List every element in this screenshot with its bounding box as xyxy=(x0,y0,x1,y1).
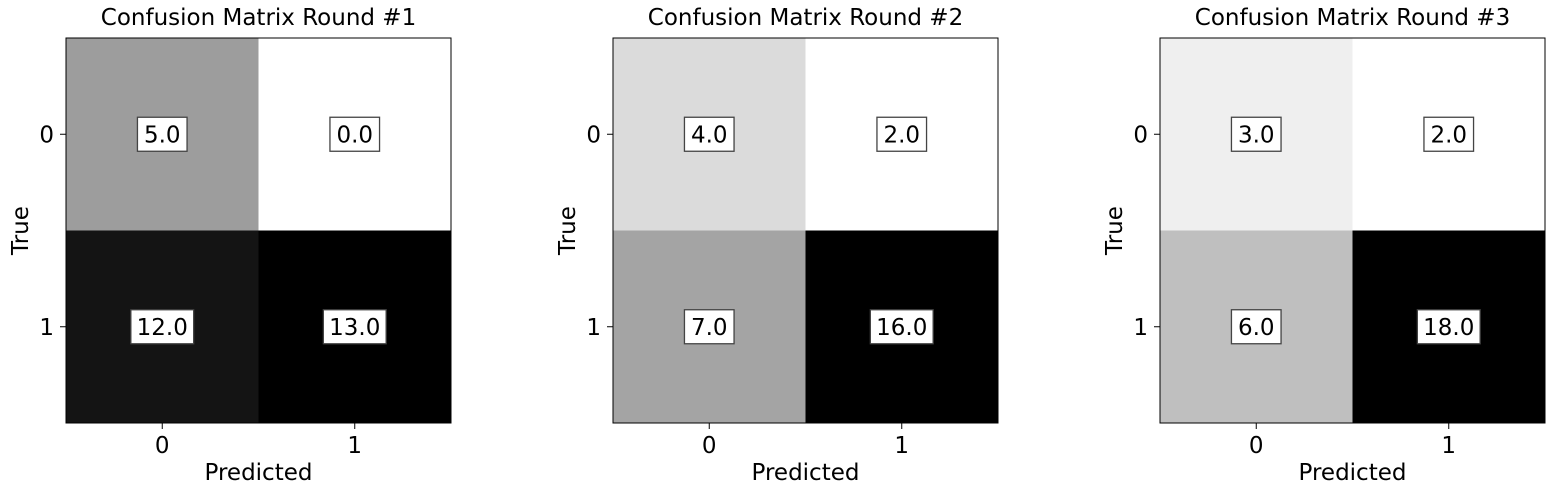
cell-value-box xyxy=(136,116,188,152)
y-tick-label: 1 xyxy=(586,315,601,341)
cell-value-label: 5.0 xyxy=(144,122,181,148)
x-tick-label: 1 xyxy=(894,433,909,459)
chart-title: Confusion Matrix Round #2 xyxy=(647,5,964,31)
y-tick-label: 1 xyxy=(39,315,54,341)
cell-value-box xyxy=(683,309,735,345)
y-tick-label: 0 xyxy=(39,122,54,148)
x-tick-label: 1 xyxy=(1441,433,1456,459)
plot-frame xyxy=(612,37,999,424)
cell-value-label: 2.0 xyxy=(883,122,920,148)
cell-value-box xyxy=(1230,309,1282,345)
cell-value-label: 18.0 xyxy=(1423,315,1474,341)
cell-value-box xyxy=(329,116,381,152)
y-axis-label: True xyxy=(8,206,34,256)
cell-value-box xyxy=(322,309,387,345)
y-axis-label: True xyxy=(1102,206,1128,256)
chart-title: Confusion Matrix Round #3 xyxy=(1194,5,1511,31)
cell-value-label: 6.0 xyxy=(1238,315,1275,341)
cell-value-label: 3.0 xyxy=(1238,122,1275,148)
y-axis-label: True xyxy=(555,206,581,256)
cell-value-label: 0.0 xyxy=(336,122,373,148)
cell-value-box xyxy=(1423,116,1475,152)
plot-frame xyxy=(1159,37,1546,424)
cell-value-box xyxy=(683,116,735,152)
x-tick-label: 1 xyxy=(347,433,362,459)
cell-value-label: 4.0 xyxy=(691,122,728,148)
cell-value-label: 12.0 xyxy=(137,315,188,341)
x-axis-label: Predicted xyxy=(752,460,860,486)
chart-title: Confusion Matrix Round #1 xyxy=(100,5,417,31)
x-tick-label: 0 xyxy=(1249,433,1264,459)
cell-value-label: 13.0 xyxy=(329,315,380,341)
cell-value-box xyxy=(130,309,195,345)
x-tick-label: 0 xyxy=(702,433,717,459)
x-tick-label: 0 xyxy=(155,433,170,459)
cell-value-box xyxy=(876,116,928,152)
cell-value-label: 7.0 xyxy=(691,315,728,341)
cell-value-label: 16.0 xyxy=(876,315,927,341)
y-tick-label: 0 xyxy=(1133,122,1148,148)
cell-value-box xyxy=(1416,309,1481,345)
cell-value-box xyxy=(869,309,934,345)
x-axis-label: Predicted xyxy=(1299,460,1407,486)
x-axis-label: Predicted xyxy=(205,460,313,486)
y-tick-label: 0 xyxy=(586,122,601,148)
cell-value-box xyxy=(1230,116,1282,152)
plot-frame xyxy=(65,37,452,424)
cell-value-label: 2.0 xyxy=(1430,122,1467,148)
y-tick-label: 1 xyxy=(1133,315,1148,341)
